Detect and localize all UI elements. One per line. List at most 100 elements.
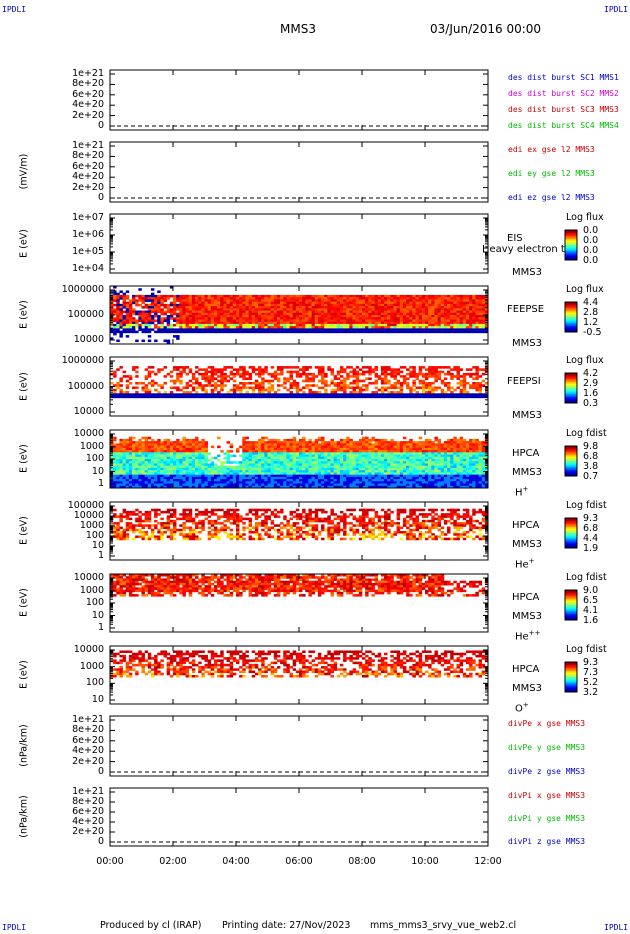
heatmap-cell (270, 323, 275, 327)
heatmap-cell (330, 445, 334, 449)
heatmap-cell (339, 321, 344, 325)
colorbar-step (565, 302, 577, 304)
heatmap-cell (431, 323, 435, 327)
heatmap-cell (390, 330, 394, 334)
y-tick-label: 100 (85, 530, 104, 541)
heatmap-cell (163, 312, 167, 316)
heatmap-cell (144, 441, 149, 444)
heatmap-cell (236, 465, 240, 469)
heatmap-cell (150, 294, 155, 298)
heatmap-cell (210, 483, 215, 487)
heatmap-cell (166, 467, 171, 471)
heatmap-cell (254, 472, 259, 475)
heatmap-cell (236, 297, 240, 300)
heatmap-cell (226, 299, 230, 302)
heatmap-cell (195, 391, 199, 394)
heatmap-cell (308, 467, 312, 471)
heatmap-cell (415, 395, 419, 399)
heatmap-cell (119, 450, 123, 453)
heatmap-cell (365, 384, 369, 387)
heatmap-cell (387, 315, 391, 318)
heatmap-cell (321, 454, 325, 458)
heatmap-cell (302, 308, 306, 311)
heatmap-cell (481, 395, 486, 399)
heatmap-cell (173, 461, 177, 464)
heatmap-cell (336, 456, 341, 460)
heatmap-cell (229, 321, 234, 325)
heatmap-cell (459, 312, 464, 316)
heatmap-cell (276, 319, 281, 322)
heatmap-cell (472, 301, 476, 305)
heatmap-cell (302, 463, 306, 466)
heatmap-cell (450, 330, 454, 334)
heatmap-cell (327, 294, 331, 298)
heatmap-cell (349, 312, 353, 316)
heatmap-cell (280, 323, 284, 327)
heatmap-cell (179, 319, 183, 322)
heatmap-cell (217, 310, 221, 314)
heatmap-cell (128, 445, 133, 449)
heatmap-cell (377, 323, 382, 327)
heatmap-cell (330, 456, 334, 460)
heatmap-cells (110, 286, 489, 345)
heatmap-cell (122, 321, 127, 325)
heatmap-cell (198, 470, 202, 473)
heatmap-cell (314, 474, 319, 478)
heatmap-cell (207, 485, 212, 489)
heatmap-cell (173, 465, 177, 469)
heatmap-cell (418, 366, 423, 369)
heatmap-cell (239, 472, 243, 475)
heatmap-cell (207, 319, 212, 322)
heatmap-cell (173, 479, 177, 482)
heatmap-cell (447, 310, 451, 314)
heatmap-cell (201, 395, 205, 399)
heatmap-cell (302, 323, 306, 327)
heatmap-cell (437, 303, 442, 307)
heatmap-cell (195, 463, 199, 466)
heatmap-cell (179, 479, 183, 482)
heatmap-cell (450, 375, 454, 378)
heatmap-cell (226, 393, 230, 396)
heatmap-cell (261, 452, 265, 455)
heatmap-cell (232, 319, 237, 322)
heatmap-cell (469, 294, 473, 298)
heatmap-cell (465, 306, 470, 309)
heatmap-cell (141, 443, 145, 446)
heatmap-cell (368, 310, 372, 314)
heatmap-cell (421, 328, 426, 331)
heatmap-cell (362, 366, 366, 369)
heatmap-cell (119, 391, 123, 394)
heatmap-cell (207, 465, 212, 469)
heatmap-cell (179, 447, 183, 451)
heatmap-cell (431, 297, 435, 300)
heatmap-cell (185, 297, 190, 300)
heatmap-cell (210, 470, 215, 473)
heatmap-cell (261, 306, 265, 309)
heatmap-cell (418, 308, 423, 311)
heatmap-cell (409, 323, 413, 327)
heatmap-cell (355, 308, 360, 311)
heatmap-cell (210, 368, 215, 371)
heatmap-cell (286, 310, 290, 314)
heatmap-cell (314, 375, 319, 378)
heatmap-cell (113, 436, 117, 440)
heatmap-cell (302, 303, 306, 307)
heatmap-cell (229, 395, 234, 399)
heatmap-cell (286, 450, 290, 453)
heatmap-cell (147, 303, 152, 307)
heatmap-cell (226, 297, 230, 300)
heatmap-cell (195, 450, 199, 453)
heatmap-cell (173, 381, 177, 385)
heatmap-cell (261, 381, 265, 385)
heatmap-cell (283, 445, 287, 449)
heatmap-cell (456, 321, 460, 325)
heatmap-cell (311, 312, 316, 316)
heatmap-cell (201, 463, 205, 466)
heatmap-cell (138, 447, 142, 451)
heatmap-cell (412, 370, 416, 374)
heatmap-cell (119, 483, 123, 487)
heatmap-cell (226, 326, 230, 329)
heatmap-cell (169, 286, 174, 289)
heatmap-cell (292, 384, 297, 387)
heatmap-cell (286, 474, 290, 478)
